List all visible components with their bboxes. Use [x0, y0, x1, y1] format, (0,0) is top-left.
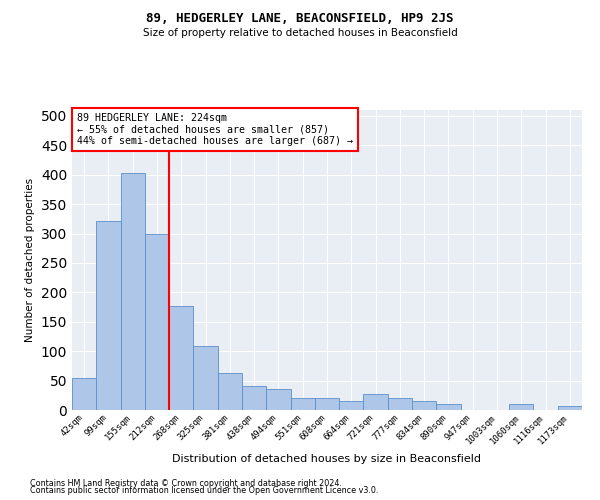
Bar: [72, 378, 96, 410]
X-axis label: Distribution of detached houses by size in Beaconsfield: Distribution of detached houses by size …: [173, 454, 482, 464]
Text: Contains HM Land Registry data © Crown copyright and database right 2024.: Contains HM Land Registry data © Crown c…: [30, 478, 342, 488]
Text: 89 HEDGERLEY LANE: 224sqm
← 55% of detached houses are smaller (857)
44% of semi: 89 HEDGERLEY LANE: 224sqm ← 55% of detac…: [77, 113, 353, 146]
Y-axis label: Number of detached properties: Number of detached properties: [25, 178, 35, 342]
Bar: [290, 398, 315, 410]
Bar: [266, 389, 290, 410]
Bar: [121, 173, 145, 410]
Text: Contains public sector information licensed under the Open Government Licence v3: Contains public sector information licen…: [30, 486, 379, 495]
Bar: [242, 386, 266, 410]
Bar: [436, 404, 461, 410]
Text: 89, HEDGERLEY LANE, BEACONSFIELD, HP9 2JS: 89, HEDGERLEY LANE, BEACONSFIELD, HP9 2J…: [146, 12, 454, 26]
Bar: [193, 346, 218, 410]
Bar: [96, 220, 121, 410]
Bar: [509, 404, 533, 410]
Text: Size of property relative to detached houses in Beaconsfield: Size of property relative to detached ho…: [143, 28, 457, 38]
Bar: [388, 398, 412, 410]
Bar: [558, 406, 582, 410]
Bar: [412, 401, 436, 410]
Bar: [218, 373, 242, 410]
Bar: [339, 401, 364, 410]
Bar: [169, 306, 193, 410]
Bar: [364, 394, 388, 410]
Bar: [315, 398, 339, 410]
Bar: [145, 234, 169, 410]
